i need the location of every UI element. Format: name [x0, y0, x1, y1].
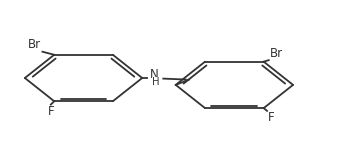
Text: N: N — [149, 68, 158, 81]
Text: F: F — [48, 105, 55, 118]
Text: H: H — [152, 77, 159, 87]
Text: F: F — [268, 111, 274, 124]
Text: Br: Br — [270, 47, 283, 60]
Text: Br: Br — [28, 38, 42, 51]
